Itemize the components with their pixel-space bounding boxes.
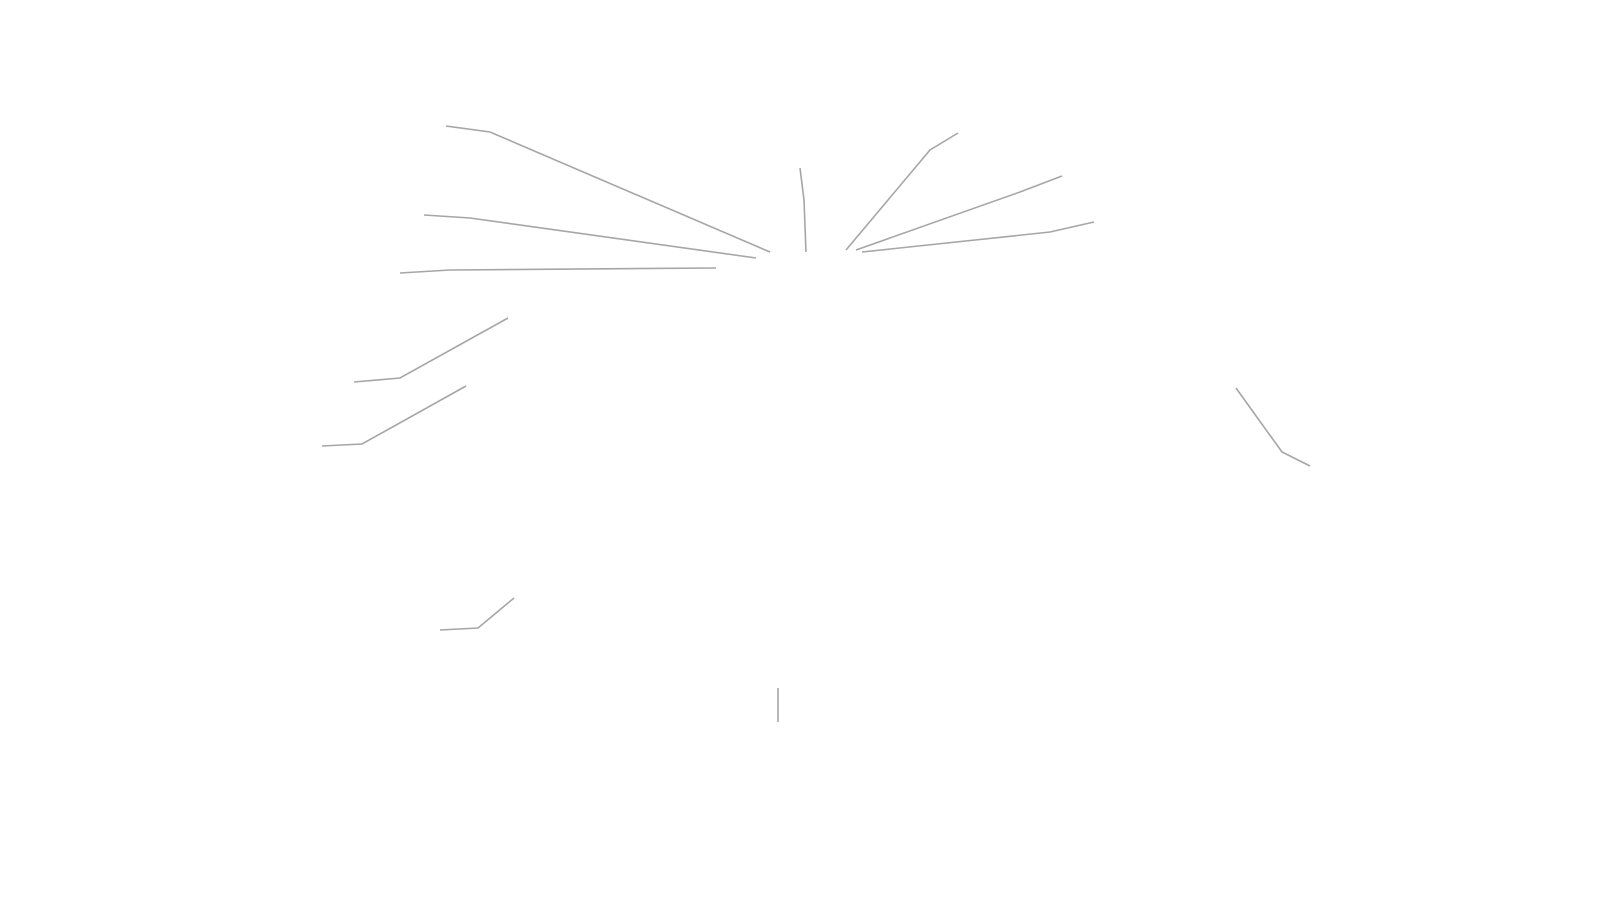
- leader-lines: [321, 125, 1311, 722]
